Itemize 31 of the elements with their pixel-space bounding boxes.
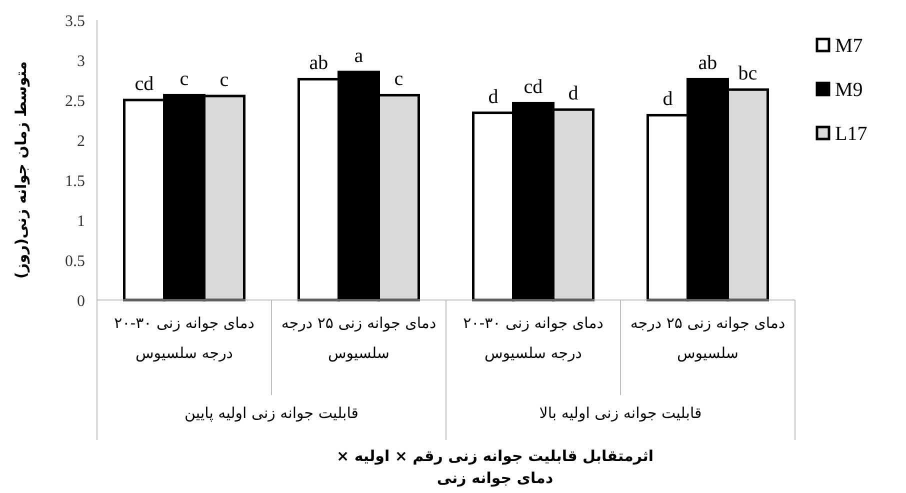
y-tick-label: 2 — [77, 133, 85, 150]
data-label: c — [180, 68, 189, 90]
legend-label: M9 — [835, 79, 863, 101]
data-label: a — [354, 45, 364, 67]
data-label: c — [220, 69, 229, 91]
y-tick-label: 0 — [77, 293, 85, 310]
y-tick-label: 1 — [77, 213, 85, 230]
y-tick-label: 3.5 — [65, 13, 85, 30]
data-label: bc — [738, 62, 758, 85]
x-tick-label: دمای جوانه زنی ۲۵ درجه سلسیوس — [280, 313, 438, 364]
data-label: d — [662, 88, 673, 110]
data-label: d — [568, 82, 578, 105]
legend-label: M7 — [835, 35, 863, 57]
x-tick-label: دمای جوانه زنی ۳۰-۲۰ درجه سلسیوس — [113, 313, 256, 364]
data-label: d — [488, 86, 498, 108]
y-tick-label: 2.5 — [65, 93, 85, 110]
data-label: ab — [309, 52, 328, 74]
x-tick-label: دمای جوانه زنی ۳۰-۲۰ درجه سلسیوس — [462, 313, 604, 364]
data-label: ab — [698, 52, 718, 74]
y-tick-label: 0.5 — [65, 253, 85, 270]
text: قابلیت جوانه زنی اولیه بالا — [539, 404, 702, 422]
data-label: c — [394, 68, 404, 90]
y-tick-label: 1.5 — [65, 173, 85, 190]
y-axis-title: متوسط زمان جوانه زنی(روز) — [12, 61, 30, 279]
text: قابلیت جوانه زنی اولیه پایین — [184, 404, 358, 422]
legend-label: L17 — [835, 123, 868, 145]
data-label: cd — [134, 73, 154, 95]
x-tick-label: دمای جوانه زنی ۲۵ درجه سلسیوس — [629, 313, 786, 364]
data-label: cd — [524, 76, 543, 98]
text: اثرمتقابل قابلیت جوانه زنی رقم × اولیه × دمای جوانه زنی — [336, 446, 654, 489]
y-tick-label: 3 — [77, 53, 85, 70]
